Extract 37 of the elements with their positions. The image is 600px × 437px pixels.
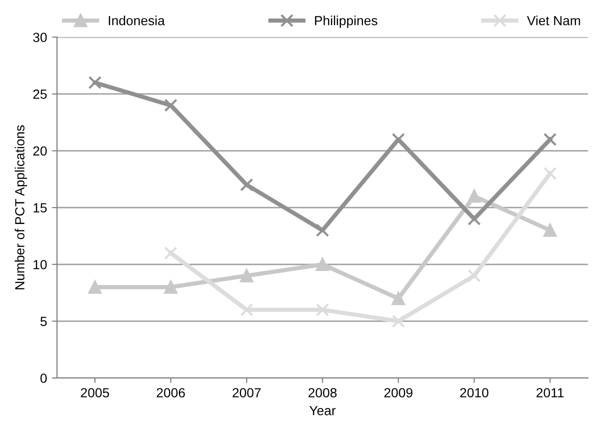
y-tick-label: 15: [34, 203, 47, 212]
x-tick-label: 2006: [156, 388, 185, 398]
x-tick-label: 2011: [536, 388, 564, 398]
x-tick-label: 2009: [384, 388, 412, 398]
x-axis-title: Year: [309, 406, 336, 416]
point: [240, 303, 254, 316]
x-tick-label: 2008: [308, 388, 337, 398]
legend-label: Philippines: [315, 16, 378, 28]
point: [164, 280, 178, 294]
legend-label: Viet Nam: [526, 16, 580, 26]
point: [316, 224, 330, 237]
point: [316, 303, 330, 316]
x-tick-label: 2010: [460, 388, 488, 398]
x-tick-label: 2007: [232, 388, 261, 398]
y-tick-label: 0: [40, 374, 47, 383]
point: [88, 76, 102, 90]
point: [164, 98, 178, 112]
point: [468, 269, 481, 282]
point: [392, 292, 405, 306]
y-tick-label: 30: [33, 32, 47, 42]
point: [468, 190, 481, 203]
point: [543, 224, 557, 237]
y-tick-label: 10: [34, 260, 47, 270]
point: [240, 269, 254, 282]
point: [543, 166, 557, 180]
point: [240, 178, 254, 192]
y-axis-title: Number of PCT Applications: [14, 125, 28, 290]
point: [164, 246, 178, 260]
y-tick-label: 20: [33, 146, 47, 156]
y-tick-label: 25: [33, 90, 47, 99]
point: [543, 132, 557, 146]
legend-label: Indonesia: [108, 16, 165, 26]
point: [316, 258, 330, 271]
y-tick-label: 5: [40, 316, 47, 326]
point: [392, 314, 405, 328]
x-tick-label: 2005: [80, 388, 110, 398]
point: [88, 280, 102, 294]
